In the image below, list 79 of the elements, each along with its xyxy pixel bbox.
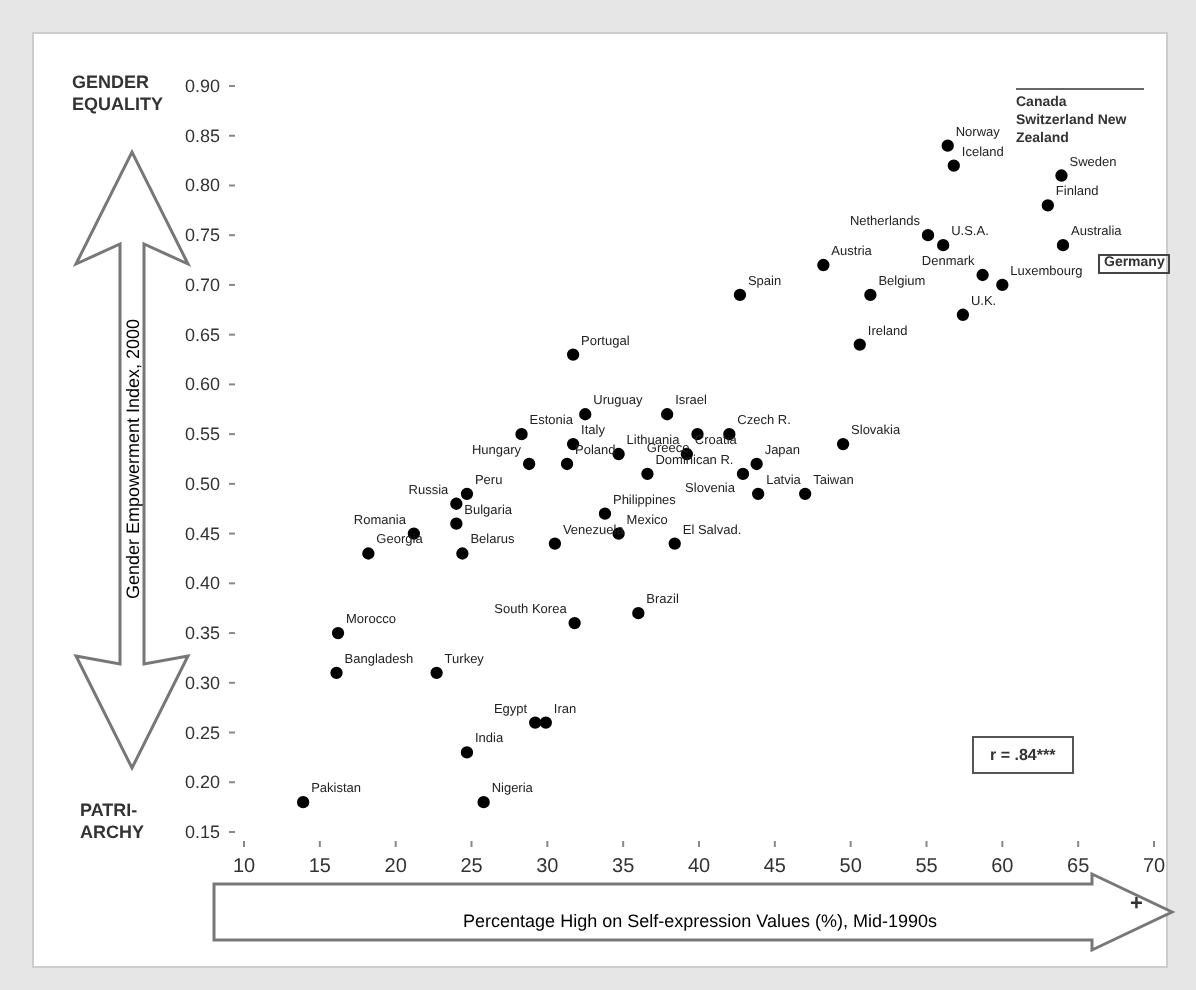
point xyxy=(976,268,989,282)
point xyxy=(751,487,765,500)
point xyxy=(477,796,490,809)
y-tick-label: 0.30 xyxy=(184,672,220,693)
point xyxy=(799,487,812,500)
point xyxy=(1041,199,1054,212)
point xyxy=(733,288,747,302)
point xyxy=(330,666,343,680)
point xyxy=(296,796,310,809)
point xyxy=(450,497,463,510)
point xyxy=(548,537,562,550)
point xyxy=(947,159,960,172)
y-tick-label: 0.75 xyxy=(184,225,220,246)
point xyxy=(566,348,580,361)
point xyxy=(430,666,443,680)
point xyxy=(641,467,654,481)
y-tick-label: 0.25 xyxy=(184,722,220,743)
point xyxy=(362,547,375,560)
point xyxy=(632,607,645,620)
x-tick-label: 50 xyxy=(839,856,863,878)
x-tick-label: 10 xyxy=(232,856,256,878)
x-tick-label: 55 xyxy=(915,856,939,878)
y-tick-label: 0.70 xyxy=(184,274,220,295)
text: PATRI-ARCHY xyxy=(80,800,147,844)
y-tick-label: 0.15 xyxy=(184,822,220,842)
point xyxy=(450,517,463,530)
point xyxy=(560,457,574,471)
x-tick-label: 20 xyxy=(384,856,408,878)
x-tick-label: 35 xyxy=(612,856,636,878)
point xyxy=(836,437,850,451)
y-tick-label: 0.45 xyxy=(184,523,220,544)
x-tick-label: 25 xyxy=(460,856,484,878)
point xyxy=(529,716,542,729)
point xyxy=(522,457,536,471)
x-tick-label: 60 xyxy=(991,856,1015,878)
x-tick-label: 30 xyxy=(536,856,560,878)
point xyxy=(956,308,970,321)
x-axis-title: Percentage High on Self-expression Values (%), Mid-1990s xyxy=(463,911,938,931)
x-tick-label: 15 xyxy=(308,856,332,878)
point xyxy=(1056,238,1070,252)
y-tick-label: 0.60 xyxy=(184,374,220,395)
point xyxy=(456,547,469,560)
point xyxy=(539,716,552,729)
y-tick-label: 0.50 xyxy=(184,473,220,494)
x-tick-label: 40 xyxy=(687,856,711,878)
point xyxy=(660,408,674,421)
point xyxy=(460,487,474,500)
point xyxy=(864,288,877,302)
y-tick-label: 0.35 xyxy=(184,623,220,644)
point xyxy=(921,229,935,242)
point xyxy=(937,238,950,252)
point xyxy=(579,408,592,421)
point xyxy=(568,616,581,630)
point xyxy=(331,626,345,640)
y-tick-label: 0.80 xyxy=(184,175,220,196)
text: + xyxy=(1130,892,1143,916)
y-axis-title: Gender Empowerment Index, 2000 xyxy=(123,318,143,600)
point xyxy=(460,746,474,759)
y-tick-label: 0.85 xyxy=(184,125,220,146)
point xyxy=(1055,169,1068,182)
point xyxy=(750,457,763,471)
point xyxy=(996,278,1009,292)
point xyxy=(941,139,954,152)
point xyxy=(817,258,830,272)
annotation: r = .84*** xyxy=(972,736,1074,774)
x-tick-label: 45 xyxy=(763,856,787,878)
point xyxy=(515,427,528,441)
point xyxy=(736,467,750,481)
y-tick-label: 0.90 xyxy=(184,76,220,96)
x-tick-label: 70 xyxy=(1142,856,1166,878)
point xyxy=(668,537,681,550)
chart-title: GENDER EQUALITY xyxy=(72,72,164,114)
y-tick-label: 0.65 xyxy=(184,324,220,345)
y-tick-label: 0.20 xyxy=(184,772,220,793)
y-tick-label: 0.40 xyxy=(184,573,220,594)
point xyxy=(853,338,866,351)
x-tick-label: 65 xyxy=(1067,856,1091,878)
y-tick-label: 0.55 xyxy=(184,424,220,445)
point xyxy=(598,507,612,520)
